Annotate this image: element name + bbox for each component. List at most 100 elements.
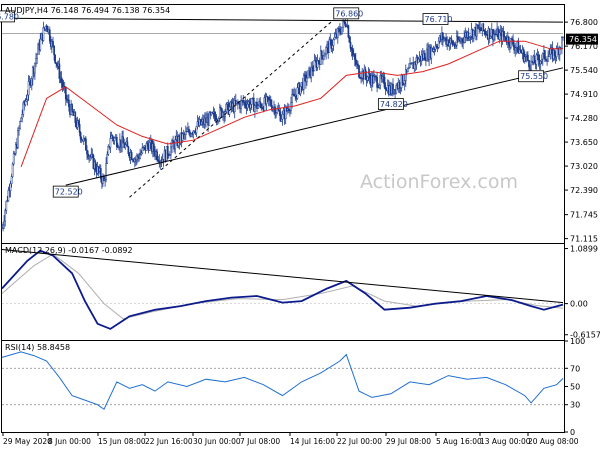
candle-body [461, 38, 463, 42]
candle-body [24, 100, 27, 105]
candle-body [510, 38, 512, 48]
candle-body [484, 30, 487, 35]
time-axis-label: 8 Jun 00:00 [48, 437, 91, 446]
candle-body [141, 147, 144, 154]
candle-body [467, 31, 470, 39]
candle-body [21, 114, 24, 119]
candle-body [430, 47, 433, 59]
candle-body [13, 153, 16, 155]
candle-body [190, 133, 192, 137]
candle-body [313, 60, 316, 71]
candle-body [12, 153, 15, 165]
annotation-label: 72.520 [55, 188, 83, 197]
candle-body [208, 112, 211, 126]
time-axis-label: 20 Aug 08:00 [528, 437, 579, 446]
candle-body [157, 159, 160, 162]
candle-body [450, 38, 453, 42]
rsi-axis-label: 0 [570, 428, 575, 437]
macd-trendline [1, 249, 564, 304]
candle-body [383, 76, 386, 88]
candle-body [328, 39, 331, 53]
candle-body [111, 135, 114, 139]
candle-body [140, 152, 143, 155]
candle-body [131, 159, 134, 161]
candle-body [336, 28, 339, 38]
price-axis-label: 71.115 [570, 235, 598, 244]
price-annotation: 72.520 [52, 185, 83, 198]
candle-body [34, 62, 36, 74]
candle-body [513, 45, 515, 51]
candle-body [498, 32, 501, 40]
annotation-box [52, 185, 79, 198]
rsi-title: RSI(14) 58.8458 [5, 343, 70, 352]
candle-body [52, 41, 54, 47]
moving-average-line [20, 40, 563, 167]
candle-body [320, 50, 323, 56]
candle-body [244, 100, 247, 106]
candle-body [358, 65, 360, 78]
candle-body [3, 220, 5, 226]
price-title: AUDJPY,H4 76.148 76.494 76.138 76.354 [5, 6, 170, 15]
candle-body [353, 54, 356, 60]
candle-body [60, 77, 63, 83]
candle-body [502, 31, 505, 37]
candle-body [71, 104, 73, 112]
candle-body [547, 56, 549, 62]
candle-body [488, 28, 491, 39]
time-axis-label: 29 Jul 08:00 [386, 437, 431, 446]
candle-body [55, 62, 58, 65]
candle-body [312, 70, 315, 72]
candle-body [408, 67, 410, 69]
price-axis-label: 76.800 [570, 18, 598, 27]
candle-body [257, 105, 259, 110]
candle-body [5, 200, 8, 211]
candle-body [2, 224, 4, 229]
candle-body [504, 36, 507, 41]
annotation-box [333, 7, 360, 20]
candle-body [553, 49, 556, 56]
candle-body [259, 101, 262, 105]
candle-body [20, 117, 22, 122]
candle-body [377, 87, 379, 89]
price-axis-label: 71.745 [570, 211, 598, 220]
candle-body [456, 36, 459, 42]
candle-body [106, 154, 109, 164]
candle-body [454, 45, 457, 47]
candle-body [213, 111, 216, 117]
candle-body [407, 68, 409, 73]
candle-body [325, 47, 327, 55]
candle-body [512, 39, 514, 46]
candle-body [18, 127, 20, 131]
candle-body [146, 143, 149, 146]
candle-body [310, 66, 313, 78]
macd-panel: MACD(12,26,9) -0.0167 -0.0892 1.0899 0.00 -… [1, 245, 600, 340]
candle-body [375, 75, 377, 78]
candle-body [401, 74, 404, 85]
candle-body [181, 133, 184, 141]
candle-body [468, 37, 471, 40]
candle-body [267, 96, 270, 101]
candle-body [274, 106, 276, 116]
candle-body [527, 54, 529, 61]
chart-border [1, 4, 565, 433]
candle-body [115, 137, 118, 148]
candle-body [384, 86, 387, 90]
candle-body [142, 147, 145, 149]
price-axis-label: 74.910 [570, 90, 598, 99]
candle-body [254, 105, 256, 112]
candle-body [269, 99, 272, 106]
candle-body [399, 87, 402, 89]
candle-body [511, 38, 513, 40]
candle-body [530, 60, 532, 70]
support-trendline [65, 67, 564, 186]
candle-body [77, 120, 80, 125]
channel-trendline-dashed [129, 19, 334, 198]
time-axis-label: 15 Jun 08:00 [98, 437, 146, 446]
candle-body [402, 83, 405, 85]
candle-body [280, 119, 283, 122]
candle-body [348, 37, 351, 43]
candle-body [296, 87, 299, 99]
candle-body [314, 60, 317, 62]
current-price-label: 76.354 [569, 35, 597, 44]
